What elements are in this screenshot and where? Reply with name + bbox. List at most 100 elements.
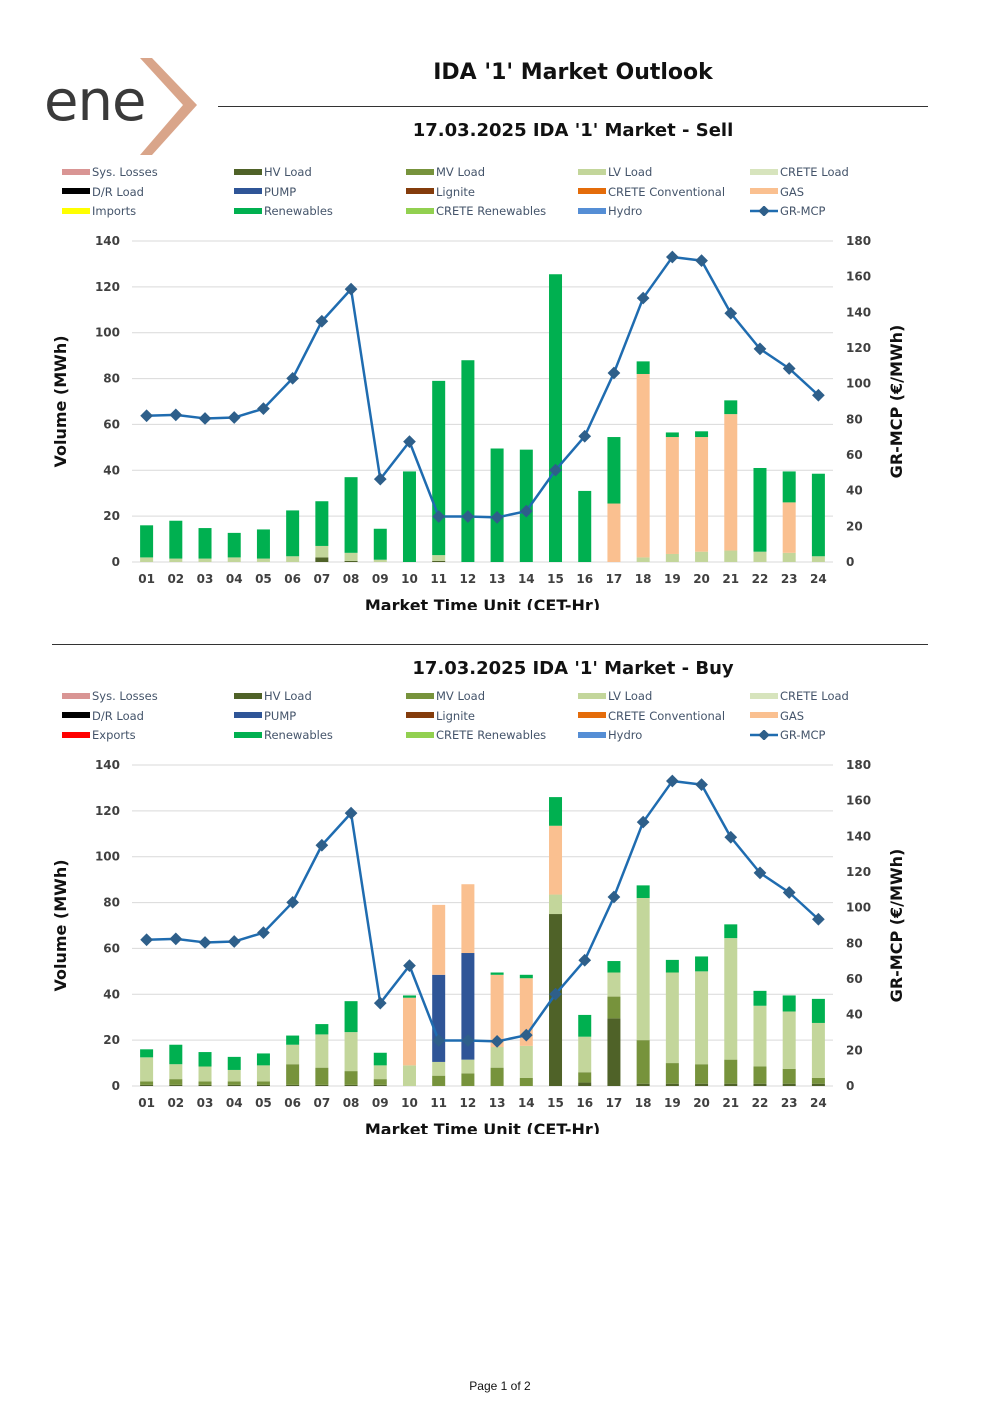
legend-swatch xyxy=(578,207,606,214)
buy-bar-renewables-14 xyxy=(519,974,533,979)
legend-swatch xyxy=(578,168,606,175)
legend-label: CRETE Renewables xyxy=(436,728,547,742)
sell-y-tick-label: 80 xyxy=(103,372,120,386)
sell-bar-lv-load-23 xyxy=(782,552,796,562)
buy-x-tick-label: 23 xyxy=(781,1096,798,1110)
sell-bar-lv-load-09 xyxy=(373,559,387,562)
buy-mcp-point-04 xyxy=(227,935,241,948)
buy-bar-hv-load-19 xyxy=(665,1083,679,1086)
legend-label: CRETE Renewables xyxy=(436,204,547,218)
buy-y-axis-title: Volume (MWh) xyxy=(51,859,70,991)
legend-swatch xyxy=(578,188,606,194)
buy-bar-mv-load-17 xyxy=(607,996,621,1019)
buy-bar-lv-load-19 xyxy=(665,972,679,1064)
buy-x-tick-label: 20 xyxy=(693,1096,710,1110)
sell-bar-gas-21 xyxy=(724,414,738,551)
legend-label: LV Load xyxy=(608,689,653,703)
sell-mcp-point-10 xyxy=(403,435,416,448)
buy-mcp-point-03 xyxy=(198,936,212,949)
sell-x-tick-label: 14 xyxy=(518,572,535,586)
sell-y2-tick-label: 160 xyxy=(846,270,871,284)
legend-item-gas: GAS xyxy=(750,185,804,199)
legend-label: Lignite xyxy=(436,708,475,723)
sell-bar-renewables-05 xyxy=(256,529,270,559)
buy-bar-renewables-02 xyxy=(169,1044,183,1065)
sell-mcp-point-13 xyxy=(490,511,504,524)
sell-y2-tick-label: 100 xyxy=(846,377,871,391)
buy-bar-hv-load-09 xyxy=(373,1084,387,1086)
sell-y2-tick-label: 180 xyxy=(846,234,871,248)
buy-bar-gas-12 xyxy=(461,884,475,954)
buy-mcp-point-14 xyxy=(519,1028,533,1042)
legend-label: Imports xyxy=(92,204,137,218)
buy-bar-lv-load-10 xyxy=(402,1065,416,1086)
legend-swatch xyxy=(62,207,90,214)
sell-bar-lv-load-08 xyxy=(344,552,358,561)
sell-bar-renewables-11 xyxy=(432,380,446,556)
sell-x-tick-label: 20 xyxy=(693,572,710,586)
buy-bar-hv-load-17 xyxy=(607,1018,621,1086)
legend-swatch xyxy=(62,731,90,738)
buy-bar-renewables-21 xyxy=(724,924,738,939)
sell-bar-gas-23 xyxy=(782,502,796,553)
buy-mcp-point-09 xyxy=(373,996,387,1010)
sell-bar-lv-load-06 xyxy=(286,556,300,562)
section-divider xyxy=(52,644,928,645)
sell-bar-renewables-23 xyxy=(782,471,796,503)
buy-bar-renewables-05 xyxy=(256,1053,270,1066)
sell-chart: 0204060801001201400204060801001201401601… xyxy=(51,234,906,610)
sell-bar-gas-20 xyxy=(695,437,709,552)
sell-bar-lv-load-02 xyxy=(169,558,183,562)
legend-label: Sys. Losses xyxy=(92,165,158,179)
buy-y-tick-label: 120 xyxy=(95,804,120,818)
buy-bar-mv-load-20 xyxy=(695,1064,709,1084)
sell-bar-renewables-18 xyxy=(636,361,650,374)
legend-item-hv-load: HV Load xyxy=(234,689,312,703)
sell-y-tick-label: 20 xyxy=(103,509,120,523)
buy-bar-renewables-10 xyxy=(402,995,416,998)
sell-x-tick-label: 13 xyxy=(489,572,506,586)
sell-bar-renewables-01 xyxy=(140,525,154,558)
legend-swatch xyxy=(406,692,434,699)
sell-y2-tick-label: 120 xyxy=(846,341,871,355)
buy-bar-mv-load-24 xyxy=(811,1077,825,1084)
legend-item-d-r-load: D/R Load xyxy=(62,709,144,723)
legend-item-hydro: Hydro xyxy=(578,204,642,218)
buy-x-tick-label: 21 xyxy=(722,1096,739,1110)
legend-swatch xyxy=(62,168,90,175)
buy-x-tick-label: 22 xyxy=(752,1096,769,1110)
legend-label: HV Load xyxy=(264,165,312,179)
legend-item-sys-losses: Sys. Losses xyxy=(62,689,158,703)
buy-y-tick-label: 40 xyxy=(103,987,120,1001)
legend-label: CRETE Load xyxy=(780,689,849,703)
buy-bar-mv-load-04 xyxy=(227,1081,241,1085)
legend-item-mv-load: MV Load xyxy=(406,689,485,703)
legend-swatch xyxy=(234,207,262,214)
sell-y-tick-label: 40 xyxy=(103,463,120,477)
legend-swatch xyxy=(406,168,434,175)
legend-item-crete-renewables: CRETE Renewables xyxy=(406,204,546,218)
legend-label: D/R Load xyxy=(92,184,144,199)
sell-y-tick-label: 100 xyxy=(95,326,120,340)
buy-mcp-point-08 xyxy=(344,806,358,820)
buy-bar-hv-load-21 xyxy=(724,1083,738,1086)
sell-x-tick-label: 18 xyxy=(635,572,652,586)
buy-bar-lv-load-02 xyxy=(169,1064,183,1080)
sell-bar-lv-load-04 xyxy=(227,557,241,562)
sell-mcp-line xyxy=(146,255,820,519)
buy-bar-lv-load-07 xyxy=(315,1034,329,1068)
buy-y2-axis-title: GR-MCP (€/MWh) xyxy=(887,849,906,1003)
buy-bar-mv-load-11 xyxy=(432,1075,446,1086)
buy-bar-lv-load-17 xyxy=(607,972,621,997)
sell-bar-renewables-08 xyxy=(344,477,358,553)
sell-mcp-point-05 xyxy=(257,402,270,415)
legend-item-mv-load: MV Load xyxy=(406,165,485,179)
buy-y-tick-label: 60 xyxy=(103,941,120,955)
buy-bar-renewables-22 xyxy=(753,990,767,1006)
legend-swatch xyxy=(62,692,90,699)
legend-label: Exports xyxy=(92,728,136,742)
sell-bar-lv-load-03 xyxy=(198,558,212,562)
sell-bar-renewables-04 xyxy=(227,532,241,558)
buy-bar-lv-load-04 xyxy=(227,1069,241,1082)
legend-item-gr-mcp: GR-MCP xyxy=(750,728,825,742)
